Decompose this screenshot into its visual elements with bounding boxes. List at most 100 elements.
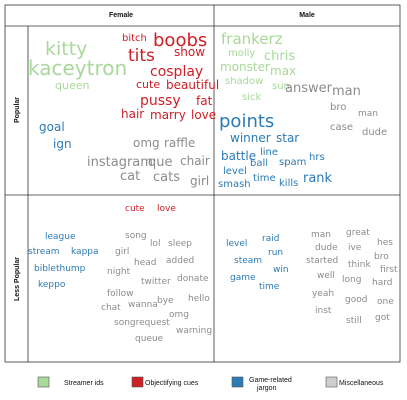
word-keppo: keppo	[38, 280, 66, 290]
legend-swatch-game-related-jargon	[231, 376, 244, 388]
word-think: think	[348, 260, 371, 270]
word-line: line	[260, 147, 278, 158]
word-love: love	[157, 204, 176, 214]
word-sun: sun	[272, 81, 290, 92]
word-win: win	[273, 265, 289, 275]
legend-label-game-related-jargon: Game-related jargon	[249, 377, 292, 392]
word-bro: bro	[374, 252, 389, 262]
word-man: man	[332, 84, 361, 99]
word-queen: queen	[55, 79, 89, 92]
word-chat: chat	[101, 303, 121, 313]
word-monster: monster	[220, 60, 270, 74]
word-yeah: yeah	[312, 289, 334, 299]
legend-label-objectifying-cues: Objectifying cues	[145, 380, 199, 387]
row-header-less-popular: Less Popular	[14, 257, 21, 301]
word-ive: ive	[348, 243, 362, 253]
word-boobs: boobs	[153, 30, 207, 51]
word-inst: inst	[315, 306, 332, 316]
chart-grid	[4, 4, 401, 363]
word-run: run	[268, 248, 283, 258]
word-frankerz: frankerz	[221, 30, 283, 48]
word-answer: answer	[285, 81, 333, 96]
word-girl: girl	[115, 247, 129, 257]
word-cat: cat	[120, 169, 140, 184]
word-good: good	[345, 295, 367, 305]
word-first: first	[380, 265, 398, 275]
column-header-female: Female	[109, 12, 133, 19]
word-smash: smash	[218, 179, 251, 190]
word-man: man	[358, 109, 378, 119]
word-wanna: wanna	[128, 300, 158, 310]
word-pussy: pussy	[140, 93, 181, 109]
word-warning: warning	[176, 326, 212, 336]
chart-outer-frame	[4, 4, 401, 363]
legend-label-miscellaneous: Miscellaneous	[339, 380, 384, 387]
word-biblethump: biblethump	[34, 264, 86, 274]
word-kills: kills	[279, 178, 298, 189]
word-bye: bye	[157, 296, 174, 306]
word-instagram: instagram	[87, 155, 153, 170]
word-one: one	[377, 297, 394, 307]
word-kaceytron: kaceytron	[28, 56, 127, 80]
word-got: got	[375, 313, 390, 323]
word-steam: steam	[234, 256, 262, 266]
word-winner: winner	[230, 131, 271, 145]
column-header-male: Male	[299, 12, 315, 19]
word-bitch: bitch	[122, 33, 147, 44]
word-show: show	[174, 45, 205, 59]
word-kappa: kappa	[71, 247, 99, 257]
word-sick: sick	[242, 92, 261, 103]
word-time: time	[259, 282, 280, 292]
word-shadow: shadow	[225, 76, 263, 87]
legend-swatch-miscellaneous	[325, 376, 338, 388]
word-dude: dude	[362, 127, 387, 138]
word-marry: marry	[150, 108, 186, 122]
legend-swatch-objectifying-cues	[131, 376, 144, 388]
word-girl: girl	[190, 174, 209, 188]
legend-label-streamer-ids: Streamer ids	[64, 380, 104, 387]
word-bro: bro	[330, 102, 346, 113]
word-sleep: sleep	[168, 239, 192, 249]
word-cats: cats	[153, 170, 180, 185]
word-hair: hair	[121, 107, 144, 121]
word-long: long	[342, 275, 361, 285]
word-head: head	[134, 258, 156, 268]
word-night: night	[107, 267, 131, 277]
word-fat: fat	[196, 94, 213, 108]
word-cute: cute	[125, 204, 145, 214]
word-kitty: kitty	[45, 38, 87, 60]
word-battle: battle	[221, 149, 256, 163]
word-omg: omg	[169, 310, 189, 320]
word-twitter: twitter	[141, 277, 171, 287]
word-hrs: hrs	[309, 152, 325, 163]
word-game: game	[230, 273, 256, 283]
word-spam: spam	[279, 157, 306, 168]
word-raid: raid	[262, 234, 279, 244]
word-well: well	[317, 271, 335, 281]
word-hello: hello	[188, 294, 210, 304]
legend: Streamer ids Objectifying cues Game-rela…	[37, 376, 384, 392]
word-case: case	[330, 122, 353, 133]
cell-popular-female: bitch boobs kitty tits show kaceytron cosplay q…	[28, 30, 219, 188]
word-chris: chris	[264, 49, 295, 64]
word-ign: ign	[53, 137, 72, 151]
legend-swatch-streamer-ids	[37, 376, 50, 388]
word-level: level	[223, 166, 247, 177]
word-rank: rank	[303, 171, 333, 186]
word-dude: dude	[315, 243, 338, 253]
word-still: still	[346, 316, 362, 326]
word-song: song	[125, 231, 147, 241]
word-love: love	[191, 108, 216, 122]
word-started: started	[306, 256, 338, 266]
word-lol: lol	[150, 239, 161, 249]
row-header-popular: Popular	[14, 97, 21, 123]
word-hard: hard	[372, 278, 392, 288]
word-ball: ball	[250, 158, 268, 169]
word-follow: follow	[107, 289, 134, 299]
word-great: great	[346, 228, 370, 238]
word-added: added	[166, 256, 194, 266]
word-donate: donate	[177, 274, 209, 284]
word-star: star	[276, 131, 299, 145]
